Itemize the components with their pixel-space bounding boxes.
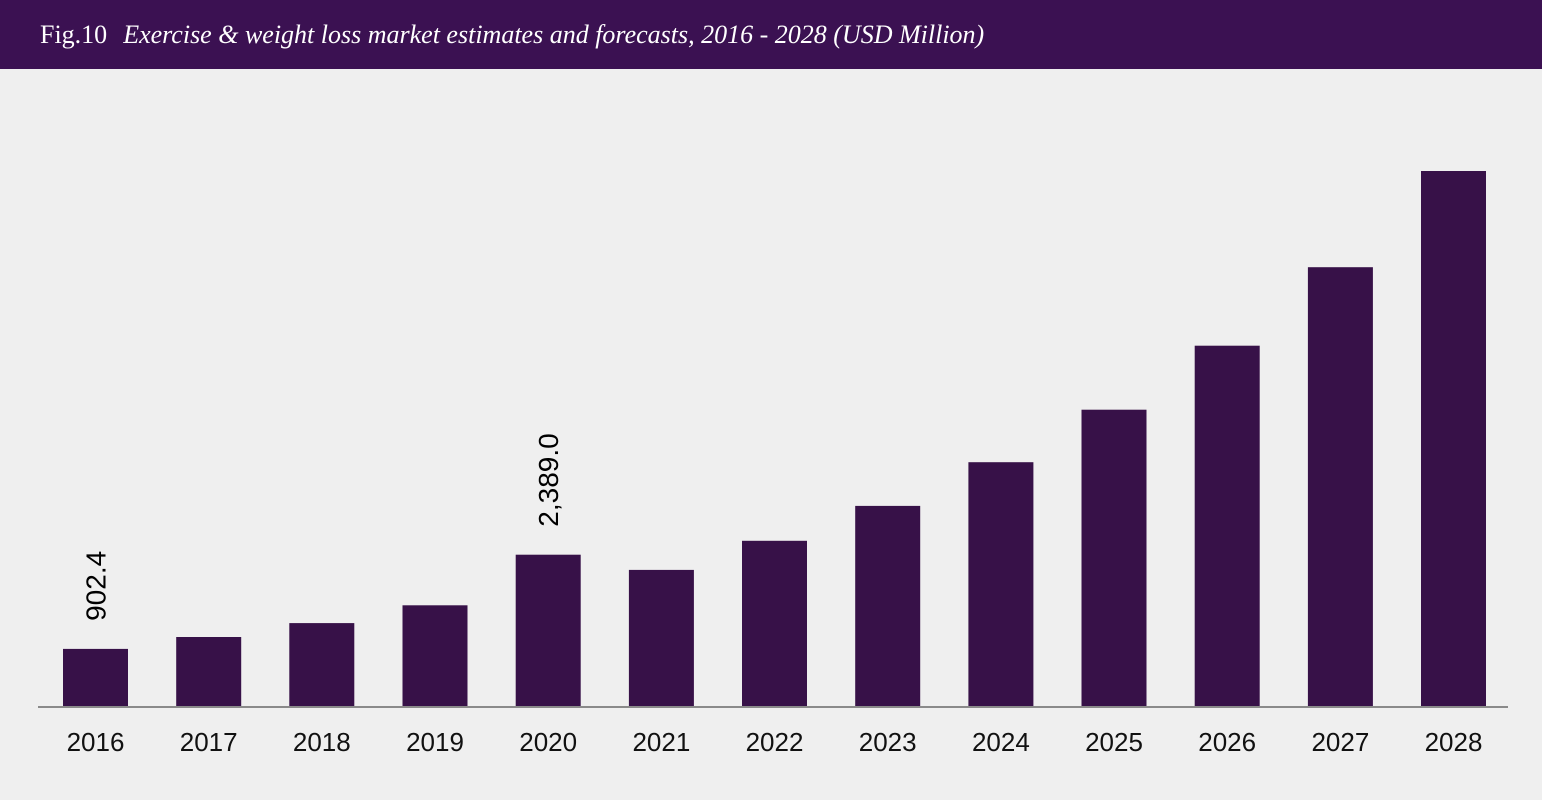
bar-2028: [1421, 171, 1486, 706]
bar-chart: 2016 2017 2018 2019 2020 2021 2022 2023 2024 2025…: [38, 171, 1508, 757]
figure-number: Fig.10: [40, 19, 108, 49]
bar-2023: [855, 505, 921, 706]
bar-2019: [402, 605, 468, 706]
x-tick-label-2027: 2027: [1311, 727, 1369, 757]
bar-2020: [515, 554, 581, 706]
x-tick-label-2016: 2016: [67, 727, 125, 757]
bar-2024: [968, 462, 1034, 706]
x-tick-label-2026: 2026: [1198, 727, 1256, 757]
x-tick-label-2024: 2024: [972, 727, 1030, 757]
x-tick-label-2025: 2025: [1085, 727, 1143, 757]
x-tick-label-2021: 2021: [632, 727, 690, 757]
bar-2016: [63, 648, 128, 706]
data-label-2016: 902.4: [81, 551, 112, 621]
figure-title: Exercise & weight loss market estimates …: [123, 19, 985, 49]
bar-2018: [289, 623, 355, 706]
bar-2027: [1307, 267, 1373, 706]
x-tick-label-2022: 2022: [746, 727, 804, 757]
bar-2017: [176, 637, 242, 706]
bar-2021: [628, 569, 694, 706]
x-tick-label-2028: 2028: [1425, 727, 1483, 757]
bar-2025: [1081, 409, 1147, 706]
x-tick-label-2017: 2017: [180, 727, 238, 757]
bar-2026: [1194, 345, 1260, 706]
data-label-2020: 2,389.0: [533, 433, 564, 526]
x-tick-label-2020: 2020: [519, 727, 577, 757]
figure-header: Fig.10 Exercise & weight loss market est…: [0, 0, 1542, 69]
bar-2022: [742, 540, 807, 706]
x-tick-label-2018: 2018: [293, 727, 351, 757]
x-tick-label-2023: 2023: [859, 727, 917, 757]
x-tick-label-2019: 2019: [406, 727, 464, 757]
